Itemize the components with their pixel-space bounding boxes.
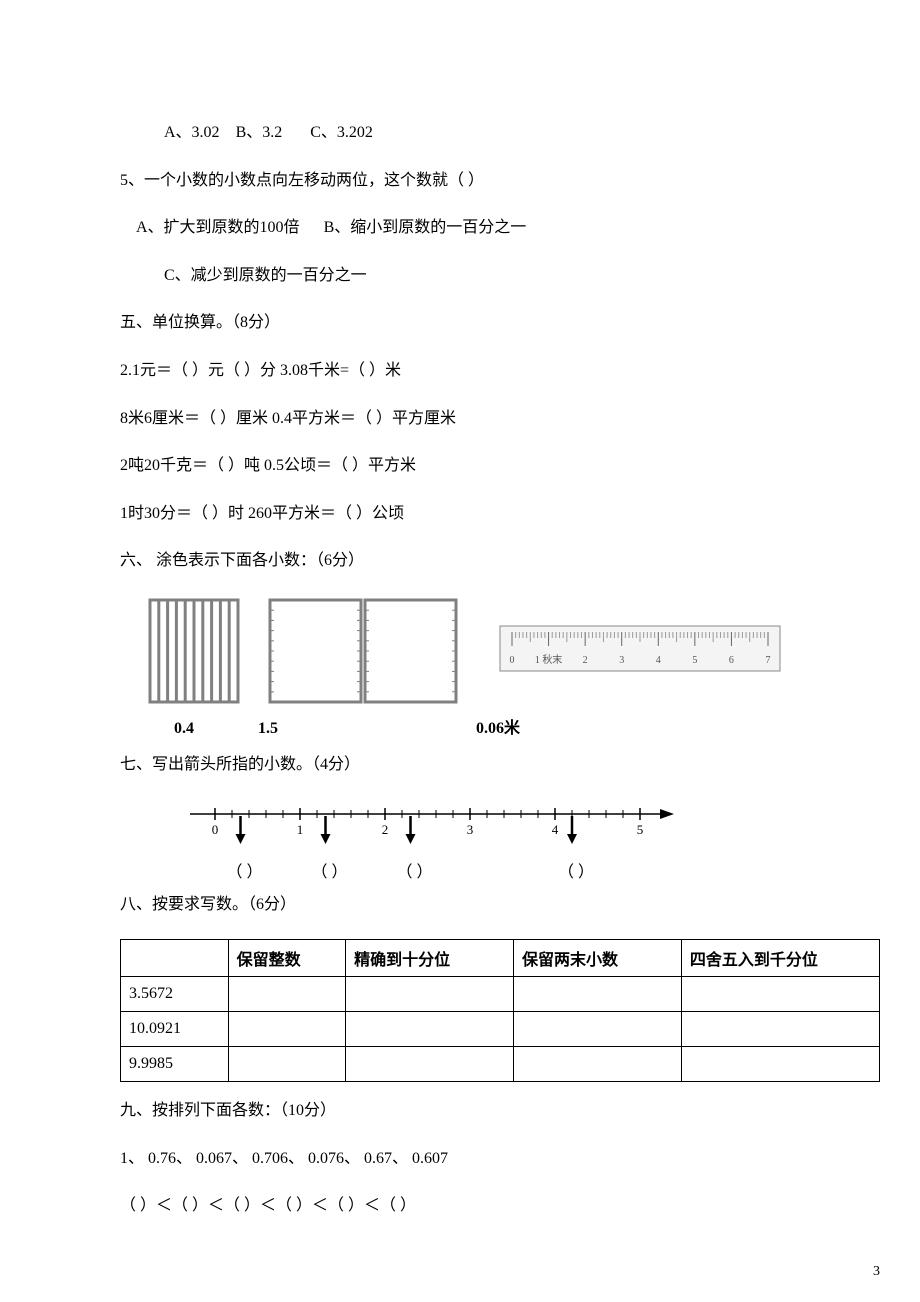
sec5-line3: 2吨20千克＝（ ）吨 0.5公顷＝（ ）平方米 (120, 453, 880, 479)
svg-text:1: 1 (297, 822, 304, 837)
svg-text:1 秋末: 1 秋末 (535, 653, 563, 666)
sec8-header: 四舍五入到千分位 (681, 940, 879, 977)
svg-text:2: 2 (382, 822, 389, 837)
sec8-header: 保留整数 (228, 940, 346, 977)
q5-option-a: A、扩大到原数的100倍 (136, 219, 300, 236)
sec8-cell (346, 977, 514, 1012)
sec8-rowhead: 10.0921 (121, 1012, 229, 1047)
q5-option-c: C、减少到原数的一百分之一 (120, 263, 880, 289)
sec8-cell (346, 1047, 514, 1082)
sec9-line1: 1、 0.76、 0.067、 0.706、 0.076、 0.67、 0.60… (120, 1146, 880, 1172)
svg-text:4: 4 (656, 655, 661, 666)
sec5-line4: 1时30分＝（ ）时 260平方米＝（ ）公顷 (120, 501, 880, 527)
sec7-blank: （ ） (220, 858, 270, 882)
q5-options-ab: A、扩大到原数的100倍 B、缩小到原数的一百分之一 (120, 215, 880, 241)
svg-text:0: 0 (510, 655, 515, 666)
sec6-figures: 0 1 秋末 2 3 4 5 6 7 (120, 596, 880, 706)
sec8-cell (228, 1047, 346, 1082)
sec8-rowhead: 3.5672 (121, 977, 229, 1012)
page-number: 3 (873, 1264, 880, 1280)
sec8-header: 精确到十分位 (346, 940, 514, 977)
q4-option-a: A、3.02 (164, 124, 220, 141)
sec7-blank: （ ） (551, 858, 601, 882)
sec6-label-b: 1.5 (258, 720, 348, 738)
q5-option-b: B、缩小到原数的一百分之一 (324, 219, 527, 236)
sec8-cell (228, 977, 346, 1012)
sec5-title: 五、单位换算。（8分） (120, 310, 880, 336)
sec8-header: 保留两末小数 (514, 940, 682, 977)
q5-stem: 5、一个小数的小数点向左移动两位，这个数就（ ） (120, 168, 880, 194)
sec8-cell (681, 1012, 879, 1047)
q4-option-c: C、3.202 (310, 124, 373, 141)
sec7-svg: 0 1 2 3 4 5 (180, 800, 680, 856)
sec8-cell (514, 977, 682, 1012)
sec6-svg: 0 1 秋末 2 3 4 5 6 7 (120, 596, 820, 706)
sec6-label-a: 0.4 (174, 720, 254, 738)
sec7-answer-blanks: （ ） （ ） （ ） （ ） (120, 858, 880, 882)
sec6-labels: 0.4 1.5 0.06米 (120, 714, 880, 738)
q4-options: A、3.02 B、3.2 C、3.202 (120, 120, 880, 146)
sec8-cell (681, 1047, 879, 1082)
sec8-cell (514, 1047, 682, 1082)
sec9-title: 九、按排列下面各数：（10分） (120, 1098, 880, 1124)
sec8-cell (346, 1012, 514, 1047)
sec8-title: 八、按要求写数。（6分） (120, 892, 880, 918)
sec9-line2: （ ）＜（ ）＜（ ）＜（ ）＜（ ）＜（ ） (120, 1193, 880, 1219)
sec5-line1: 2.1元＝（ ）元（ ）分 3.08千米=（ ）米 (120, 358, 880, 384)
svg-text:4: 4 (552, 822, 559, 837)
sec5-line2: 8米6厘米＝（ ）厘米 0.4平方米＝（ ）平方厘米 (120, 406, 880, 432)
sec8-cell (681, 977, 879, 1012)
q4-option-b: B、3.2 (236, 124, 283, 141)
svg-text:2: 2 (583, 655, 588, 666)
sec7-figure: 0 1 2 3 4 5 (120, 800, 880, 856)
svg-text:5: 5 (637, 822, 644, 837)
sec6-label-c: 0.06米 (476, 714, 520, 738)
svg-text:6: 6 (729, 655, 734, 666)
svg-text:7: 7 (766, 655, 771, 666)
svg-text:0: 0 (212, 822, 219, 837)
sec8-header (121, 940, 229, 977)
sec8-table: 保留整数精确到十分位保留两末小数四舍五入到千分位 3.567210.09219.9… (120, 939, 880, 1082)
sec7-blank: （ ） (390, 858, 440, 882)
sec8-cell (228, 1012, 346, 1047)
sec7-blank: （ ） (305, 858, 355, 882)
sec6-title: 六、 涂色表示下面各小数：（6分） (120, 548, 880, 574)
svg-text:5: 5 (692, 655, 697, 666)
sec8-cell (514, 1012, 682, 1047)
sec8-rowhead: 9.9985 (121, 1047, 229, 1082)
svg-text:3: 3 (619, 655, 624, 666)
sec7-title: 七、写出箭头所指的小数。（4分） (120, 752, 880, 778)
svg-text:3: 3 (467, 822, 474, 837)
